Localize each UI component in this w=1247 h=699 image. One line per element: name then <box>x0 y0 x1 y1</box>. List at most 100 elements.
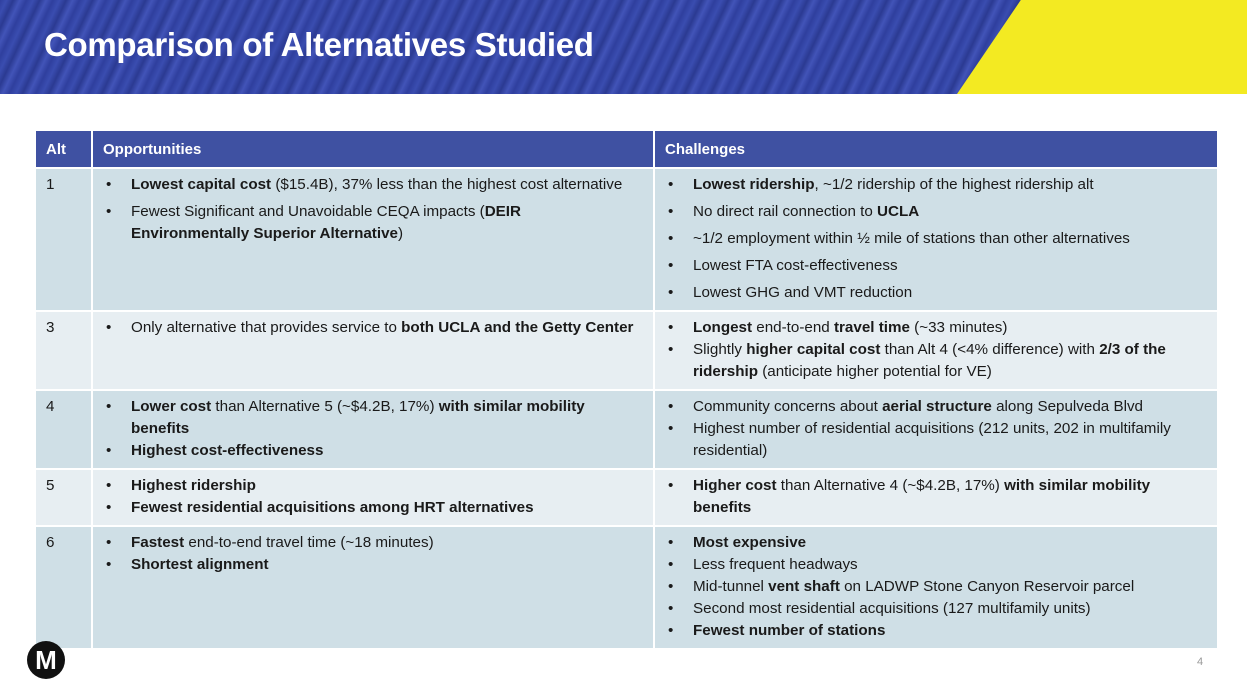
bold-text: Highest cost-effectiveness <box>131 442 324 459</box>
list-item: Lowest GHG and VMT reduction <box>665 282 1207 304</box>
list-item: Mid-tunnel vent shaft on LADWP Stone Can… <box>665 576 1207 598</box>
bold-text: both UCLA and the Getty Center <box>401 319 634 336</box>
opportunities-cell: Lower cost than Alternative 5 (~$4.2B, 1… <box>92 389 655 469</box>
bold-text: Fastest <box>131 534 185 551</box>
bold-text: with similar mobility benefits <box>693 477 1151 516</box>
metro-logo: M <box>27 641 65 679</box>
list-item: Only alternative that provides service t… <box>103 317 643 339</box>
text-segment: Fewest Significant and Unavoidable CEQA … <box>131 203 485 220</box>
opportunities-cell: Fastest end-to-end travel time (~18 minu… <box>92 525 655 648</box>
alternatives-table: Alt Opportunities Challenges 1 Lowest cap… <box>36 131 1219 648</box>
title-banner: Comparison of Alternatives Studied <box>0 0 1247 94</box>
text-segment: Less frequent headways <box>693 556 858 573</box>
list-item: Fewest number of stations <box>665 620 1207 642</box>
text-segment: No direct rail connection to <box>693 203 878 220</box>
list-item: ~1/2 employment within ½ mile of station… <box>665 228 1207 250</box>
bold-text: Longest <box>693 319 753 336</box>
list-item: Lowest ridership, ~1/2 ridership of the … <box>665 174 1207 196</box>
bold-text: Lowest ridership <box>693 176 815 193</box>
list-item: Community concerns about aerial structur… <box>665 396 1207 418</box>
alt-number: 5 <box>36 468 93 526</box>
opportunities-list: Only alternative that provides service t… <box>103 317 643 339</box>
alt-number: 6 <box>36 525 93 648</box>
table-row: 4Lower cost than Alternative 5 (~$4.2B, … <box>36 389 1219 469</box>
text-segment: (anticipate higher potential for VE) <box>758 363 992 380</box>
table-row: 3 Only alternative that provides service … <box>36 310 1219 390</box>
text-segment: Lowest GHG and VMT reduction <box>693 284 913 301</box>
opportunities-cell: Lowest capital cost ($15.4B), 37% less t… <box>92 167 655 311</box>
text-segment: ) <box>397 225 404 242</box>
header-alt: Alt <box>36 131 93 168</box>
page-title: Comparison of Alternatives Studied <box>44 26 594 63</box>
list-item: Second most residential acquisitions (12… <box>665 598 1207 620</box>
challenges-cell: Longest end-to-end travel time (~33 minu… <box>654 310 1219 390</box>
list-item: Shortest alignment <box>103 554 643 576</box>
list-item: No direct rail connection to UCLA <box>665 201 1207 223</box>
text-segment: ~1/2 employment within ½ mile of station… <box>693 230 1130 247</box>
banner-yellow-accent <box>957 0 1247 94</box>
bold-text: travel time <box>833 319 910 336</box>
bold-text: Lower cost <box>131 398 212 415</box>
opportunities-list: Lowest capital cost ($15.4B), 37% less t… <box>103 174 643 245</box>
text-segment: Lowest FTA cost-effectiveness <box>693 257 898 274</box>
challenges-cell: Lowest ridership, ~1/2 ridership of the … <box>654 167 1219 311</box>
bold-text: Fewest number of stations <box>693 622 886 639</box>
bold-text: DEIR Environmentally Superior Alternativ… <box>131 203 521 242</box>
text-segment: Mid-tunnel <box>693 578 769 595</box>
text-segment: Community concerns about <box>693 398 883 415</box>
alt-number: 3 <box>36 310 93 390</box>
opportunities-cell: Only alternative that provides service t… <box>92 310 655 390</box>
text-segment: than Alternative 5 (~$4.2B, 17%) <box>211 398 439 415</box>
bold-text: Lowest capital cost <box>131 176 272 193</box>
opportunities-list: Lower cost than Alternative 5 (~$4.2B, 1… <box>103 396 643 462</box>
list-item: Highest cost-effectiveness <box>103 440 643 462</box>
bold-text: higher capital cost <box>746 341 881 358</box>
text-segment: Highest number of residential acquisitio… <box>693 420 1171 459</box>
list-item: Longest end-to-end travel time (~33 minu… <box>665 317 1207 339</box>
table-row: 6 Fastest end-to-end travel time (~18 min… <box>36 525 1219 648</box>
challenges-cell: Community concerns about aerial structur… <box>654 389 1219 469</box>
bold-text: Highest ridership <box>131 477 256 494</box>
bold-text: Fewest residential acquisitions among HR… <box>131 499 534 516</box>
header-opportunities: Opportunities <box>92 131 655 168</box>
challenges-list: Lowest ridership, ~1/2 ridership of the … <box>665 174 1207 304</box>
list-item: Less frequent headways <box>665 554 1207 576</box>
challenges-cell: Higher cost than Alternative 4 (~$4.2B, … <box>654 468 1219 526</box>
table-body: 1 Lowest capital cost ($15.4B), 37% less … <box>36 167 1219 648</box>
list-item: Lowest FTA cost-effectiveness <box>665 255 1207 277</box>
list-item: Highest number of residential acquisitio… <box>665 418 1207 462</box>
text-segment: Slightly <box>693 341 747 358</box>
challenges-cell: Most expensive Less frequent headways Mid-… <box>654 525 1219 648</box>
bold-text: 2/3 of the ridership <box>693 341 1166 380</box>
bold-text: Most expensive <box>693 534 807 551</box>
text-segment: Only alternative that provides service t… <box>131 319 402 336</box>
opportunities-list: Highest ridership Fewest residential acqu… <box>103 475 643 519</box>
bold-text: UCLA <box>877 203 920 220</box>
text-segment: than Alt 4 (<4% difference) with <box>880 341 1100 358</box>
bold-text: vent shaft <box>768 578 840 595</box>
header-challenges: Challenges <box>654 131 1219 168</box>
list-item: Higher cost than Alternative 4 (~$4.2B, … <box>665 475 1207 519</box>
opportunities-list: Fastest end-to-end travel time (~18 minu… <box>103 532 643 576</box>
text-segment: ($15.4B), 37% less than the highest cost… <box>271 176 623 193</box>
list-item: Fastest end-to-end travel time (~18 minu… <box>103 532 643 554</box>
table-row: 1 Lowest capital cost ($15.4B), 37% less … <box>36 167 1219 311</box>
table-row: 5 Highest ridership Fewest residential acq… <box>36 468 1219 526</box>
text-segment: (~33 minutes) <box>909 319 1008 336</box>
list-item: Highest ridership <box>103 475 643 497</box>
challenges-list: Community concerns about aerial structur… <box>665 396 1207 462</box>
text-segment: along Sepulveda Blvd <box>991 398 1143 415</box>
list-item: Lower cost than Alternative 5 (~$4.2B, 1… <box>103 396 643 440</box>
text-segment: , ~1/2 ridership of the highest ridershi… <box>814 176 1094 193</box>
bold-text: Shortest alignment <box>131 556 269 573</box>
list-item: Slightly higher capital cost than Alt 4 … <box>665 339 1207 383</box>
page-number: 4 <box>1197 656 1204 668</box>
opportunities-cell: Highest ridership Fewest residential acqu… <box>92 468 655 526</box>
table-header-row: Alt Opportunities Challenges <box>36 131 1219 168</box>
bold-text: aerial structure <box>882 398 992 415</box>
alt-number: 4 <box>36 389 93 469</box>
text-segment: end-to-end travel time (~18 minutes) <box>184 534 434 551</box>
challenges-list: Longest end-to-end travel time (~33 minu… <box>665 317 1207 383</box>
list-item: Fewest Significant and Unavoidable CEQA … <box>103 201 643 245</box>
text-segment: end-to-end <box>752 319 834 336</box>
